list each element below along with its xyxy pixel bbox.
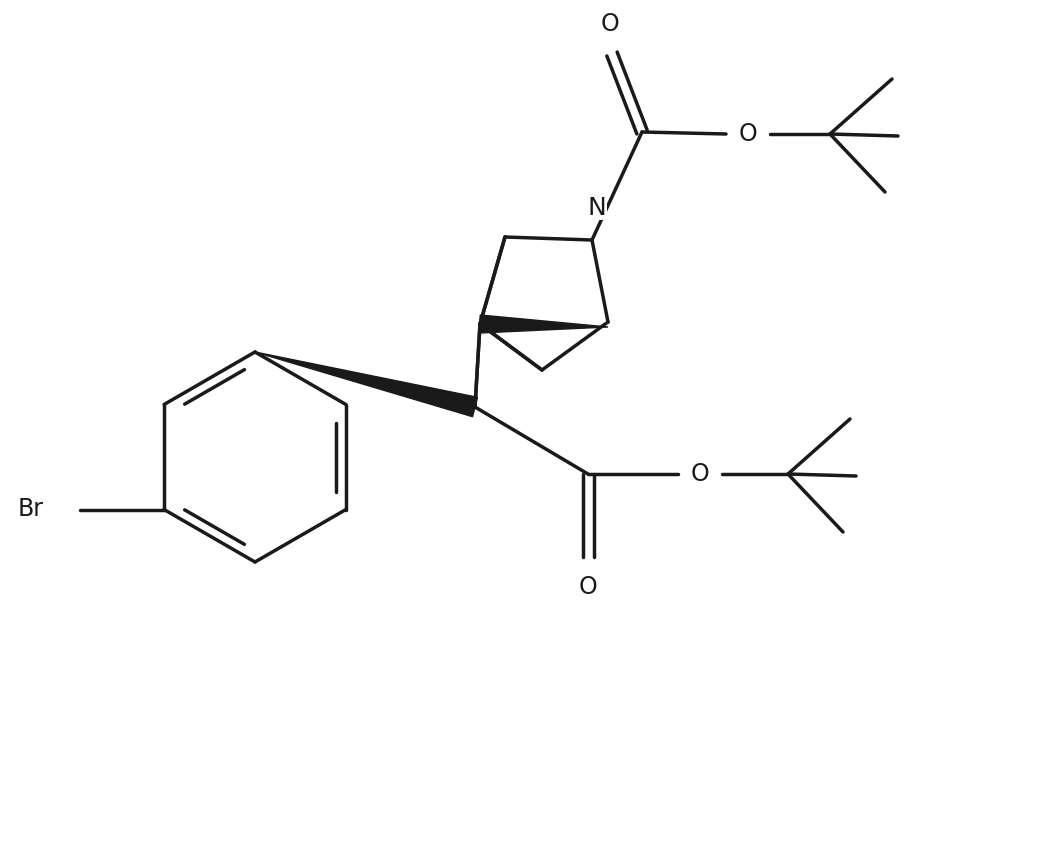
Text: O: O [579, 575, 597, 599]
Text: Br: Br [18, 498, 44, 521]
Text: O: O [600, 12, 619, 36]
Text: O: O [739, 122, 758, 146]
Polygon shape [255, 352, 477, 417]
Text: N: N [588, 196, 606, 220]
Polygon shape [480, 315, 607, 333]
Text: O: O [691, 462, 709, 486]
